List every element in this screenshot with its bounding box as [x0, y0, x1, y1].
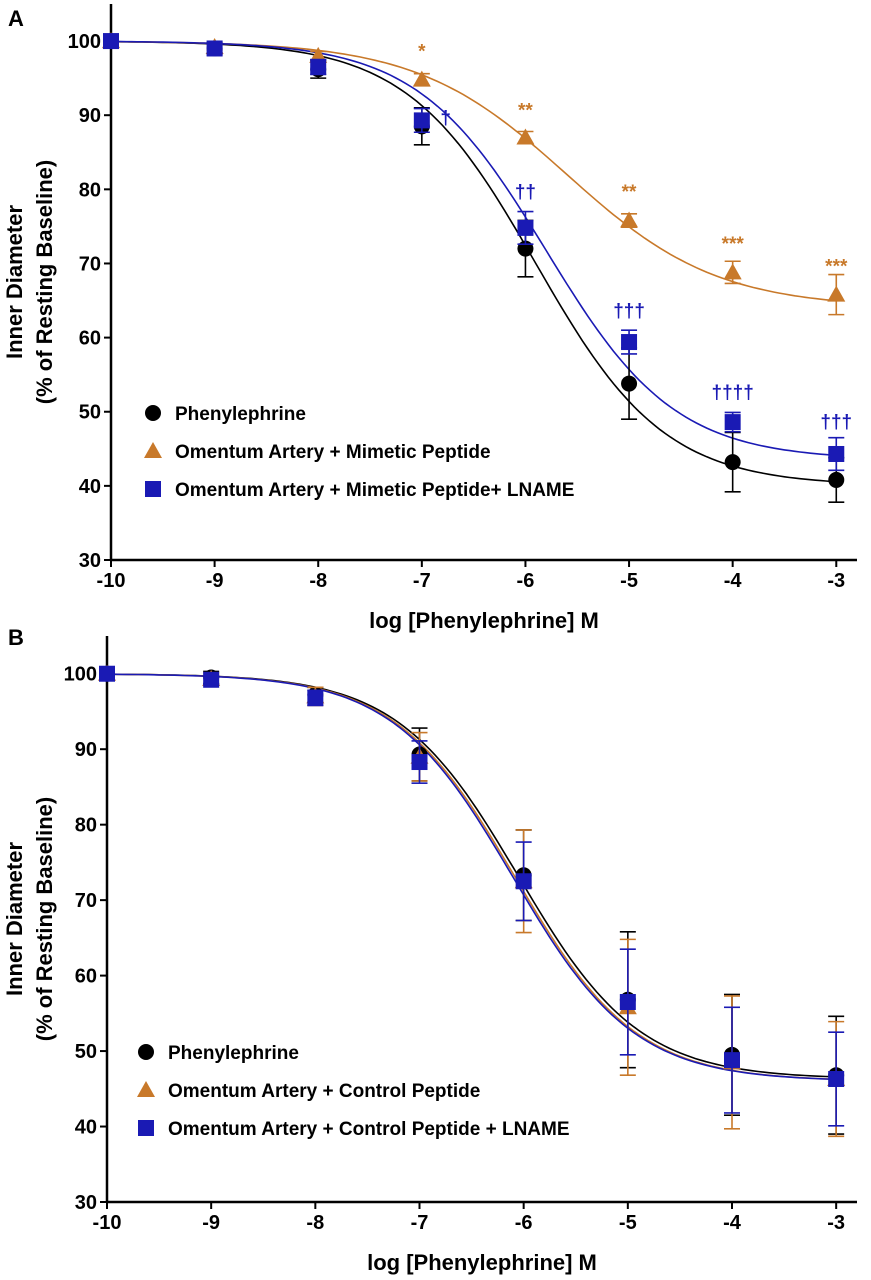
x-tick-label: -4 — [723, 1212, 742, 1234]
panel-b: B 30 40 50 60 70 80 90 100 -10 -9 -8 -7 -6 -5 -4 -3 log [… — [2, 625, 857, 1275]
y-tick-label: 30 — [79, 550, 101, 572]
x-tick-label: -3 — [827, 1212, 845, 1234]
fit-curve-0 — [107, 673, 837, 1078]
significance-annotation: ††† — [613, 301, 645, 322]
x-tick-label: -8 — [306, 1212, 324, 1234]
x-tick-label: -10 — [97, 570, 126, 592]
fit-curve-2 — [106, 673, 837, 1081]
y-tick-label: 50 — [75, 1041, 97, 1063]
data-point — [310, 59, 327, 76]
data-point — [723, 263, 742, 280]
y-tick-label: 70 — [75, 890, 97, 912]
significance-annotation: †††† — [712, 382, 754, 403]
panel-letter: A — [8, 6, 24, 31]
x-tick-label: -8 — [309, 570, 327, 592]
x-axis-title: log [Phenylephrine] M — [369, 608, 599, 633]
legend-label: Omentum Artery + Mimetic Peptide — [175, 442, 491, 463]
legend-marker — [137, 1081, 155, 1097]
x-tick-label: -7 — [411, 1212, 429, 1234]
data-point — [206, 40, 223, 57]
x-tick-label: -7 — [413, 570, 431, 592]
legend-marker — [144, 442, 162, 458]
significance-annotation: ** — [622, 182, 637, 203]
legend-label: Phenylephrine — [168, 1043, 299, 1064]
data-point — [620, 211, 639, 228]
legend-label: Omentum Artery + Mimetic Peptide+ LNAME — [175, 480, 574, 501]
series-2 — [99, 665, 845, 1127]
y-tick-label: 80 — [75, 815, 97, 837]
data-point — [203, 671, 220, 688]
legend-label: Omentum Artery + Control Peptide — [168, 1081, 480, 1102]
x-tick-label: -4 — [724, 570, 743, 592]
y-tick-label: 100 — [68, 31, 101, 53]
x-tick-label: -6 — [517, 570, 535, 592]
y-axis-title-line2: (% of Resting Baseline) — [32, 160, 57, 404]
y-tick-label: 40 — [79, 476, 101, 498]
data-point — [621, 375, 638, 392]
x-tick-label: -10 — [93, 1212, 122, 1234]
x-tick-label: -9 — [202, 1212, 220, 1234]
data-point — [828, 471, 845, 488]
y-tick-label: 100 — [64, 664, 97, 686]
series-2 — [103, 33, 845, 472]
data-point — [412, 70, 431, 87]
y-tick-label: 70 — [79, 253, 101, 275]
data-point — [827, 285, 846, 302]
fit-curve-2 — [110, 40, 837, 457]
series-1 — [102, 32, 846, 316]
data-point — [103, 33, 119, 50]
legend-marker — [138, 1120, 154, 1136]
y-axis-title-line2: (% of Resting Baseline) — [32, 797, 57, 1041]
y-tick-label: 40 — [75, 1117, 97, 1139]
data-point — [411, 754, 428, 771]
significance-annotation: † — [440, 108, 451, 129]
y-tick-label: 30 — [75, 1192, 97, 1214]
data-point — [516, 128, 535, 145]
y-tick-label: 80 — [79, 179, 101, 201]
panel-letter: B — [8, 625, 24, 650]
data-point — [619, 994, 636, 1011]
x-axis-title: log [Phenylephrine] M — [367, 1250, 597, 1275]
panel-a: A 30 40 50 60 70 80 90 100 -10 -9 -8 -7 -6 -5 -4 -3 log [… — [2, 4, 857, 633]
fit-curve-1 — [107, 673, 837, 1081]
significance-annotation: *** — [722, 234, 745, 255]
significance-annotation: †† — [515, 182, 536, 203]
x-tick-label: -3 — [827, 570, 845, 592]
y-tick-label: 90 — [79, 105, 101, 127]
y-tick-label: 60 — [75, 966, 97, 988]
x-tick-label: -9 — [206, 570, 224, 592]
y-axis-title-line1: Inner Diameter — [2, 842, 27, 996]
data-point — [413, 112, 430, 129]
data-point — [99, 665, 115, 682]
data-point — [621, 334, 638, 351]
data-point — [307, 689, 324, 706]
significance-annotation: *** — [825, 256, 848, 277]
x-tick-label: -5 — [619, 1212, 637, 1234]
legend-marker — [145, 405, 161, 421]
data-point — [517, 219, 534, 236]
y-axis-title-line1: Inner Diameter — [2, 205, 27, 359]
data-point — [828, 1070, 845, 1087]
data-point — [724, 1052, 740, 1069]
data-point — [828, 445, 845, 462]
x-tick-label: -6 — [515, 1212, 533, 1234]
legend-marker — [145, 481, 161, 497]
significance-annotation: ††† — [820, 412, 852, 433]
y-tick-label: 90 — [75, 739, 97, 761]
legend-label: Omentum Artery + Control Peptide + LNAME — [168, 1119, 570, 1140]
legend-label: Phenylephrine — [175, 404, 306, 425]
y-tick-label: 60 — [79, 328, 101, 350]
data-point — [515, 873, 532, 890]
significance-annotation: ** — [518, 101, 533, 122]
data-point — [724, 414, 741, 431]
significance-annotation: * — [418, 41, 426, 62]
legend-marker — [138, 1044, 154, 1060]
x-tick-label: -5 — [620, 570, 638, 592]
y-tick-label: 50 — [79, 402, 101, 424]
data-point — [724, 454, 741, 471]
